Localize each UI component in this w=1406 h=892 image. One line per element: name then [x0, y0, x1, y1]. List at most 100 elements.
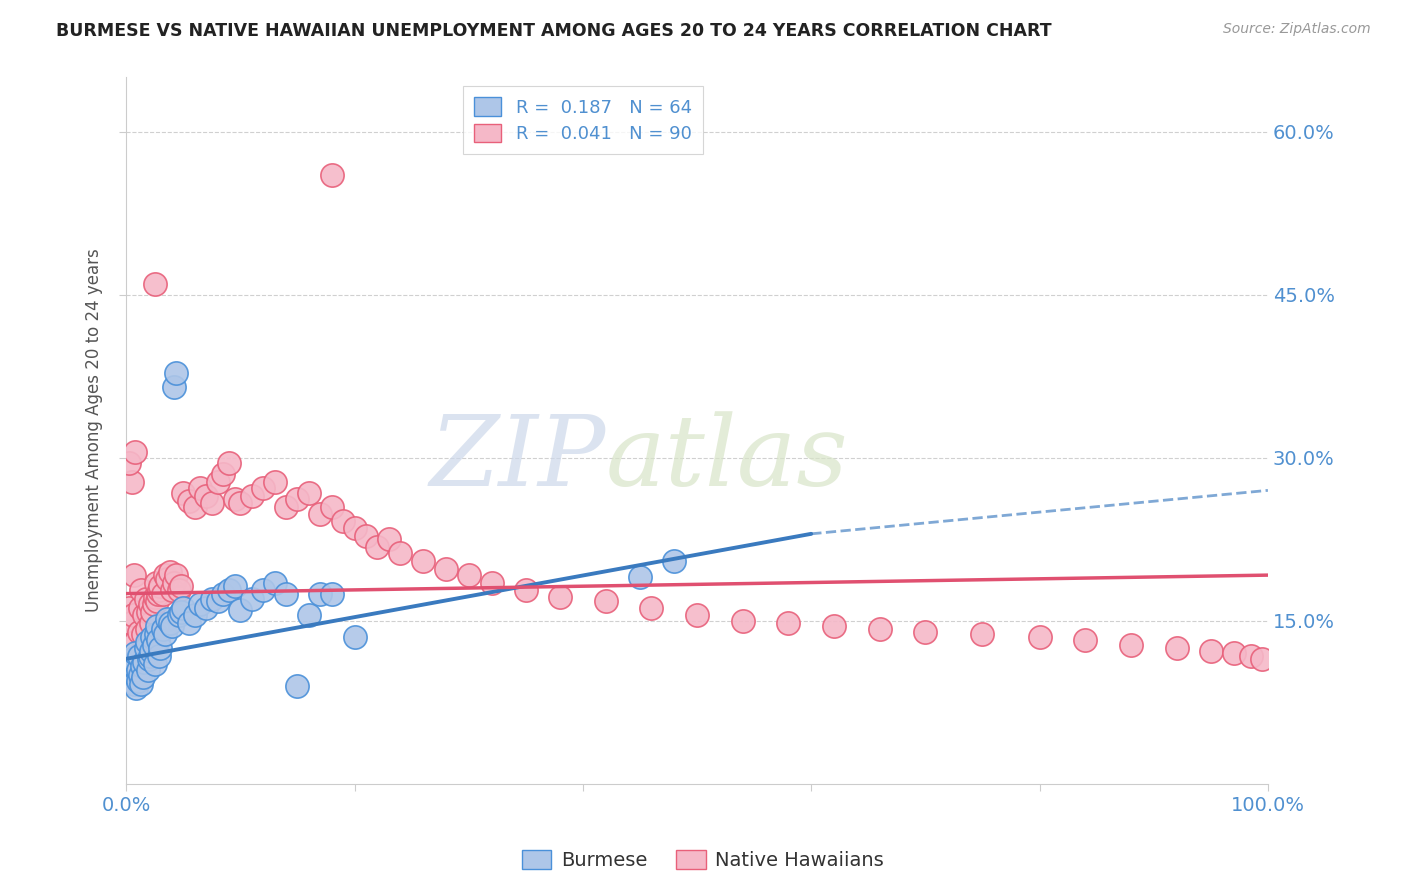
Point — [207, 475, 229, 489]
Point — [142, 638, 165, 652]
Point — [1251, 652, 1274, 666]
Point — [129, 668, 152, 682]
Point — [159, 615, 181, 630]
Point — [122, 677, 145, 691]
Point — [131, 659, 153, 673]
Text: atlas: atlas — [606, 411, 848, 507]
Point — [129, 677, 152, 691]
Point — [321, 586, 343, 600]
Point — [122, 608, 145, 623]
Point — [1074, 633, 1097, 648]
Point — [167, 583, 190, 598]
Point — [869, 623, 891, 637]
Point — [177, 494, 200, 508]
Point — [121, 475, 143, 489]
Point — [321, 168, 343, 182]
Text: ZIP: ZIP — [429, 411, 606, 507]
Point — [914, 624, 936, 639]
Point — [120, 665, 142, 680]
Point — [274, 586, 297, 600]
Point — [152, 586, 174, 600]
Point — [1166, 640, 1188, 655]
Point — [343, 630, 366, 644]
Point — [146, 594, 169, 608]
Point — [135, 592, 157, 607]
Point — [149, 640, 172, 655]
Point — [135, 635, 157, 649]
Point — [139, 598, 162, 612]
Point — [156, 573, 179, 587]
Point — [141, 630, 163, 644]
Point — [131, 644, 153, 658]
Point — [195, 489, 218, 503]
Point — [640, 600, 662, 615]
Point — [354, 529, 377, 543]
Point — [118, 670, 141, 684]
Point — [143, 657, 166, 672]
Point — [135, 640, 157, 655]
Point — [139, 648, 162, 663]
Point — [127, 673, 149, 688]
Point — [165, 366, 187, 380]
Point — [177, 615, 200, 630]
Point — [229, 603, 252, 617]
Point — [128, 624, 150, 639]
Point — [121, 673, 143, 688]
Point — [117, 663, 139, 677]
Legend: Burmese, Native Hawaiians: Burmese, Native Hawaiians — [515, 842, 891, 878]
Point — [141, 615, 163, 630]
Point — [127, 663, 149, 677]
Point — [127, 659, 149, 673]
Point — [122, 668, 145, 682]
Point — [148, 583, 170, 598]
Point — [159, 565, 181, 579]
Point — [146, 619, 169, 633]
Point — [412, 554, 434, 568]
Legend: R =  0.187   N = 64, R =  0.041   N = 90: R = 0.187 N = 64, R = 0.041 N = 90 — [463, 87, 703, 154]
Point — [201, 496, 224, 510]
Text: Source: ZipAtlas.com: Source: ZipAtlas.com — [1223, 22, 1371, 37]
Point — [121, 652, 143, 666]
Point — [731, 614, 754, 628]
Point — [124, 646, 146, 660]
Point — [118, 652, 141, 666]
Point — [309, 586, 332, 600]
Point — [224, 491, 246, 506]
Point — [366, 540, 388, 554]
Point — [1119, 638, 1142, 652]
Point — [125, 652, 148, 666]
Point — [128, 648, 150, 663]
Point — [195, 600, 218, 615]
Point — [229, 496, 252, 510]
Point — [287, 679, 309, 693]
Point — [240, 592, 263, 607]
Point — [136, 663, 159, 677]
Point — [148, 633, 170, 648]
Point — [332, 514, 354, 528]
Point — [321, 500, 343, 514]
Point — [252, 583, 274, 598]
Point — [152, 623, 174, 637]
Point — [207, 594, 229, 608]
Point — [143, 277, 166, 291]
Point — [515, 583, 537, 598]
Point — [167, 608, 190, 623]
Point — [160, 619, 183, 633]
Point — [218, 583, 240, 598]
Point — [172, 600, 194, 615]
Point — [298, 485, 321, 500]
Point — [163, 575, 186, 590]
Point — [148, 586, 170, 600]
Point — [263, 575, 285, 590]
Point — [117, 456, 139, 470]
Point — [595, 594, 617, 608]
Point — [274, 500, 297, 514]
Point — [1240, 648, 1263, 663]
Point — [124, 635, 146, 649]
Point — [132, 670, 155, 684]
Point — [141, 605, 163, 619]
Point — [218, 456, 240, 470]
Point — [170, 579, 193, 593]
Point — [163, 380, 186, 394]
Point — [224, 579, 246, 593]
